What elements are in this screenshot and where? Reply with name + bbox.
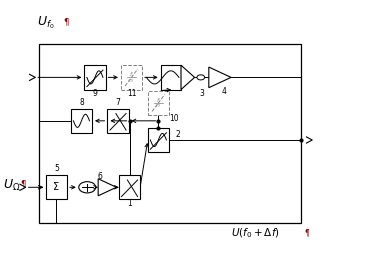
- Text: ¶: ¶: [305, 228, 310, 237]
- Bar: [85, 65, 105, 89]
- Text: 8: 8: [79, 98, 84, 107]
- Text: f: f: [129, 72, 132, 77]
- Text: 5: 5: [54, 164, 59, 173]
- Bar: [121, 65, 142, 89]
- Text: ¶: ¶: [20, 180, 25, 189]
- Polygon shape: [209, 67, 231, 88]
- Text: 10: 10: [169, 114, 179, 123]
- Bar: [46, 175, 67, 199]
- Text: 9: 9: [93, 89, 97, 98]
- Text: 4: 4: [221, 87, 226, 96]
- Text: 11: 11: [127, 89, 136, 98]
- Bar: [148, 128, 169, 152]
- Circle shape: [197, 75, 205, 80]
- Text: ¶: ¶: [63, 17, 69, 26]
- Circle shape: [79, 182, 96, 193]
- Bar: [161, 65, 181, 89]
- Bar: [71, 109, 92, 133]
- Text: 3: 3: [200, 89, 205, 98]
- Text: $U(f_0+\Delta f)$: $U(f_0+\Delta f)$: [232, 226, 280, 240]
- Bar: [148, 91, 169, 115]
- Text: 1: 1: [127, 199, 132, 208]
- Text: f: f: [156, 97, 158, 103]
- Bar: [107, 109, 129, 133]
- Text: 6: 6: [97, 172, 102, 181]
- Text: 2: 2: [175, 131, 180, 140]
- Text: n: n: [129, 78, 132, 83]
- Polygon shape: [181, 65, 195, 89]
- Bar: [119, 175, 140, 199]
- Text: n: n: [155, 103, 159, 108]
- Text: 7: 7: [115, 98, 120, 107]
- Bar: [39, 44, 301, 223]
- Text: Σ: Σ: [53, 182, 59, 192]
- Text: $U_{\Omega}$: $U_{\Omega}$: [3, 178, 20, 193]
- Text: $U_{f_0}$: $U_{f_0}$: [37, 14, 55, 31]
- Polygon shape: [98, 179, 117, 196]
